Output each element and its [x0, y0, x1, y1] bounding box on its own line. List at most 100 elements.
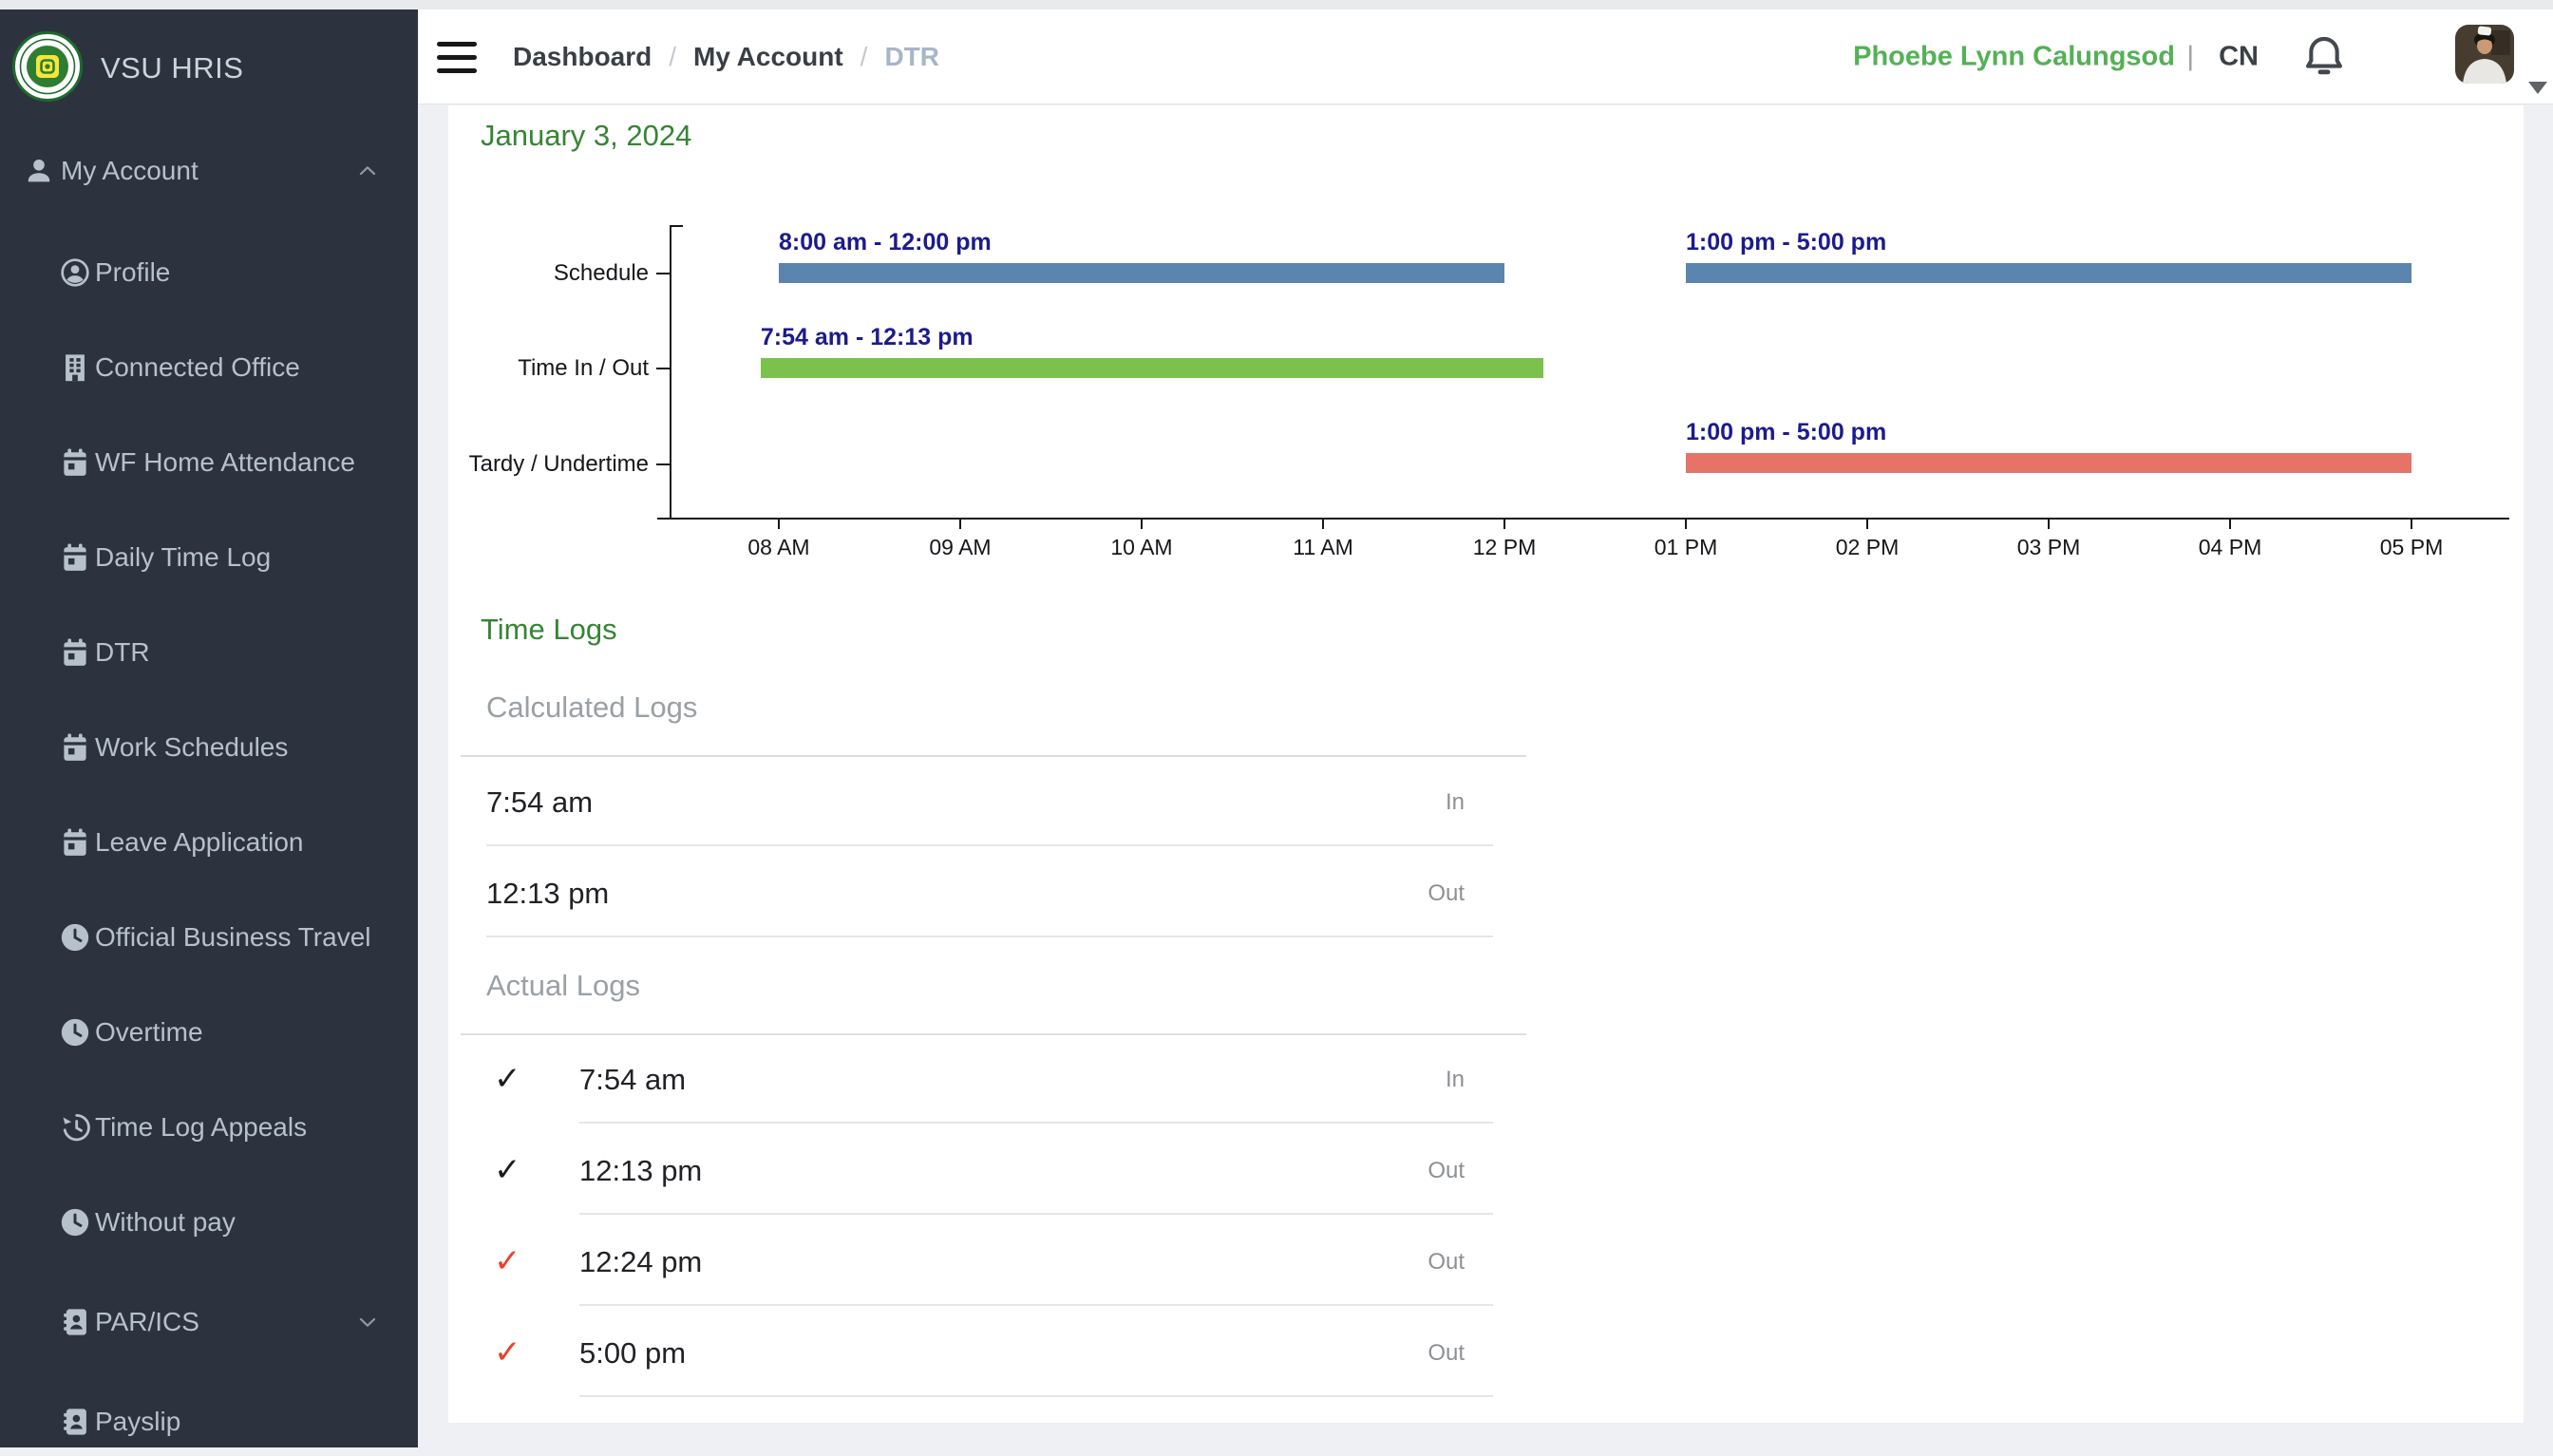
x-tick — [1141, 518, 1143, 529]
row-divider — [486, 936, 1493, 937]
time-logs-title: Time Logs — [481, 613, 617, 646]
breadcrumb-separator: / — [669, 42, 677, 71]
log-time: 7:54 am — [579, 1063, 687, 1096]
sidebar-item-daily-time-log[interactable]: Daily Time Log — [0, 523, 418, 592]
sidebar-item-official-business-travel[interactable]: Official Business Travel — [0, 903, 418, 972]
sidebar-item-label: DTR — [95, 637, 150, 667]
window-top-strip — [0, 0, 2553, 9]
section-divider — [461, 1033, 1526, 1035]
log-section-title: Actual Logs — [486, 969, 640, 1002]
sidebar-item-label: Without pay — [95, 1207, 236, 1237]
sidebar-item-dtr[interactable]: DTR — [0, 618, 418, 687]
sidebar-item-label: Work Schedules — [95, 732, 289, 762]
user-avatar[interactable] — [2455, 25, 2514, 84]
vsu-logo-icon — [12, 31, 83, 102]
person-icon — [23, 155, 55, 187]
header: Dashboard / My Account / DTR Phoebe Lynn Cal… — [418, 9, 2553, 104]
bar-time-label: 8:00 am - 12:00 pm — [779, 229, 992, 255]
x-tick-label: 03 PM — [2016, 535, 2081, 559]
brand-row[interactable]: VSU HRIS — [0, 23, 418, 114]
sidebar-item-wf-home-attendance[interactable]: WF Home Attendance — [0, 428, 418, 497]
x-tick-label: 10 AM — [1110, 535, 1173, 559]
menu-icon[interactable] — [437, 42, 477, 73]
sidebar-item-leave-application[interactable]: Leave Application — [0, 808, 418, 877]
sidebar-item-work-schedules[interactable]: Work Schedules — [0, 713, 418, 782]
user-menu-caret-icon[interactable] — [2528, 82, 2547, 94]
sidebar-group-my-account[interactable]: My Account — [0, 137, 418, 205]
log-status: Out — [1428, 1158, 1465, 1183]
x-tick-label: 08 AM — [747, 535, 810, 559]
row-divider — [579, 1122, 1493, 1124]
header-user-area: Phoebe Lynn Calungsod | CN — [1853, 9, 2553, 104]
clock-icon — [59, 1016, 91, 1049]
notifications-bell-icon[interactable] — [2299, 32, 2349, 82]
clock-icon — [59, 921, 91, 954]
sidebar-item-label: Daily Time Log — [95, 542, 272, 572]
x-tick — [1503, 518, 1505, 529]
building-icon — [59, 351, 91, 384]
timeline-bar — [1686, 263, 2411, 283]
y-tick — [656, 368, 670, 369]
section-divider — [461, 755, 1526, 757]
address-book-icon — [59, 1406, 91, 1438]
log-time: 12:13 pm — [486, 877, 610, 910]
x-tick — [2411, 518, 2412, 529]
address-book-icon — [59, 1306, 91, 1338]
x-tick-label: 01 PM — [1654, 535, 1718, 559]
x-tick — [1685, 518, 1687, 529]
x-tick-label: 11 AM — [1293, 535, 1353, 559]
calendar-icon — [59, 541, 91, 574]
x-tick-label: 09 AM — [929, 535, 992, 559]
sidebar-item-without-pay[interactable]: Without pay — [0, 1188, 418, 1257]
sidebar-item-label: My Account — [61, 156, 199, 185]
breadcrumb-item-my-account[interactable]: My Account — [693, 42, 843, 71]
y-axis-top-tick — [670, 225, 683, 227]
log-status: Out — [1428, 880, 1465, 906]
check-icon: ✓ — [494, 1061, 521, 1098]
log-time: 12:13 pm — [579, 1154, 703, 1187]
check-icon: ✓ — [494, 1152, 521, 1189]
person-circle-icon — [59, 256, 91, 289]
main-content-card: January 3, 2024 Schedule Time In / Out Tar… — [448, 105, 2524, 1423]
y-tick — [656, 273, 670, 274]
x-tick — [959, 518, 961, 529]
row-divider — [579, 1304, 1493, 1306]
user-name-link[interactable]: Phoebe Lynn Calungsod — [1853, 41, 2175, 72]
log-status: Out — [1428, 1249, 1465, 1275]
sidebar-item-label: WF Home Attendance — [95, 447, 355, 477]
x-tick-label: 05 PM — [2379, 535, 2444, 559]
sidebar-item-par-ics[interactable]: PAR/ICS — [0, 1288, 418, 1356]
x-tick — [1322, 518, 1324, 529]
log-status: In — [1445, 789, 1465, 815]
sidebar-item-payslip[interactable]: Payslip — [0, 1388, 418, 1456]
user-name-divider: | — [2186, 41, 2194, 72]
sidebar-item-profile[interactable]: Profile — [0, 238, 418, 307]
x-axis — [657, 518, 2509, 520]
log-status: In — [1445, 1067, 1465, 1092]
y-axis — [670, 225, 671, 518]
bar-time-label: 1:00 pm - 5:00 pm — [1686, 229, 1887, 255]
y-tick — [656, 463, 670, 465]
x-tick — [2229, 518, 2231, 529]
breadcrumb-item-dtr: DTR — [884, 42, 939, 71]
breadcrumb-item-dashboard[interactable]: Dashboard — [513, 42, 652, 71]
sidebar-item-connected-office[interactable]: Connected Office — [0, 333, 418, 402]
sidebar-item-time-log-appeals[interactable]: Time Log Appeals — [0, 1093, 418, 1162]
x-tick-label: 02 PM — [1835, 535, 1900, 559]
time-logs-lists: Calculated Logs 7:54 am In 12:13 pm Out Actua… — [448, 105, 2524, 1423]
dtr-timeline-chart: Schedule Time In / Out Tardy / Undertime 08… — [448, 105, 2524, 599]
x-tick-label: 12 PM — [1472, 535, 1537, 559]
x-tick — [778, 518, 780, 529]
breadcrumb-separator: / — [860, 42, 868, 71]
sidebar: VSU HRIS My Account Profile Connected Offi… — [0, 9, 418, 1447]
row-divider — [486, 844, 1493, 846]
sidebar-item-overtime[interactable]: Overtime — [0, 998, 418, 1067]
clock-icon — [59, 1206, 91, 1239]
timeline-bar — [760, 358, 1544, 378]
sidebar-item-label: Connected Office — [95, 352, 300, 382]
log-time: 5:00 pm — [579, 1336, 687, 1370]
history-icon — [59, 1111, 91, 1144]
log-status: Out — [1428, 1340, 1465, 1366]
calendar-icon — [59, 731, 91, 764]
calendar-icon — [59, 446, 91, 479]
